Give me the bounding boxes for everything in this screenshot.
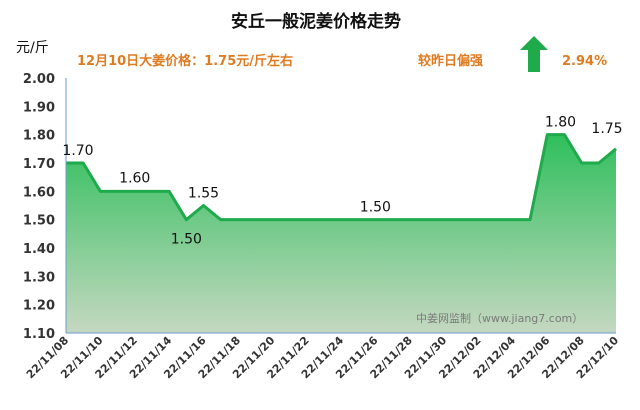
data-label: 1.80	[545, 115, 576, 131]
y-tick-label: 1.60	[23, 185, 55, 200]
plot-area	[65, 78, 617, 334]
price-label: 12月10日大姜价格：1.75元/斤左右	[77, 53, 293, 69]
unit-label: 元/斤	[16, 40, 49, 56]
y-tick-label: 1.80	[23, 129, 55, 144]
x-axis-ticks: 22/11/0822/11/1022/11/1222/11/1422/11/16…	[24, 334, 622, 382]
data-label: 1.50	[360, 200, 391, 216]
data-label: 1.50	[171, 232, 202, 248]
trend-label: 较昨日偏强	[418, 53, 483, 69]
y-tick-label: 1.40	[23, 242, 55, 257]
data-label: 1.60	[119, 170, 150, 186]
y-tick-label: 1.20	[23, 299, 55, 314]
data-labels: 1.70 1.60 1.50 1.55 1.50 1.80 1.75	[62, 115, 622, 248]
watermark: 中姜网监制（www.jiang7.com）	[416, 311, 583, 325]
series-line	[66, 133, 617, 222]
chart-title: 安丘一般泥姜价格走势	[231, 11, 401, 32]
y-tick-label: 1.10	[23, 327, 55, 342]
y-axis-ticks: 2.00 1.90 1.80 1.70 1.60 1.50 1.40 1.30 1.20 1.10	[23, 72, 55, 342]
y-tick-label: 1.30	[23, 270, 55, 285]
data-label: 1.55	[188, 186, 219, 202]
change-percent: 2.94%	[562, 54, 607, 69]
data-label: 1.75	[591, 121, 622, 137]
data-label: 1.70	[62, 143, 93, 159]
y-tick-label: 1.90	[23, 100, 55, 115]
area-fill	[66, 134, 616, 333]
y-tick-label: 2.00	[23, 72, 55, 87]
y-tick-label: 1.70	[23, 157, 55, 172]
up-arrow-icon	[520, 36, 548, 72]
y-tick-label: 1.50	[23, 214, 55, 229]
